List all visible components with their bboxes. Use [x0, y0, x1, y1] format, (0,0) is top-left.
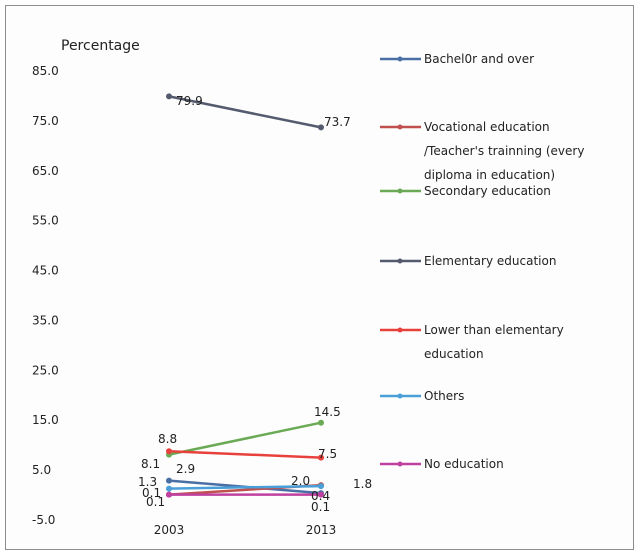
y-tick-label: 25.0	[32, 363, 59, 377]
legend-marker	[397, 327, 403, 333]
data-point	[166, 485, 172, 492]
data-point	[166, 477, 172, 484]
legend-label: education	[424, 347, 484, 361]
data-label: 73.7	[324, 115, 351, 129]
legend-label: Lower than elementary	[424, 323, 564, 337]
y-tick-label: 75.0	[32, 114, 59, 128]
legend-label: diploma in education)	[424, 168, 555, 182]
legend-label: Bachel0r and over	[424, 52, 534, 66]
x-tick-label: 2013	[306, 523, 337, 537]
legend-marker	[397, 258, 403, 264]
y-tick-label: 45.0	[32, 264, 59, 278]
data-point	[166, 93, 172, 100]
data-point	[318, 454, 324, 461]
data-label: 8.8	[158, 432, 177, 446]
series-line-secondary-education	[168, 421, 322, 456]
y-tick-label: 5.0	[32, 463, 51, 477]
legend-marker	[397, 124, 403, 130]
series-line-elementary-education	[168, 95, 322, 129]
legend-label: Elementary education	[424, 254, 556, 268]
y-tick-label: 65.0	[32, 164, 59, 178]
legend-marker	[397, 393, 403, 399]
legend-label: Secondary education	[424, 184, 551, 198]
legend-marker	[397, 56, 403, 62]
y-tick-label: -5.0	[32, 513, 55, 527]
chart-frame: Percentage 85.0 75.0 65.0 55.0 45.0 35.0 25.0 1…	[5, 5, 634, 550]
series-line-others	[168, 484, 322, 490]
data-label: 1.8	[353, 477, 372, 491]
legend-marker	[397, 188, 403, 194]
data-label: 2.0	[291, 474, 310, 488]
y-tick-label: 15.0	[32, 413, 59, 427]
data-point	[318, 483, 324, 490]
legend-label: Others	[424, 389, 464, 403]
legend-label: Vocational education	[424, 120, 550, 134]
data-label: 1.3	[138, 475, 157, 489]
data-label: 2.9	[176, 462, 195, 476]
data-point	[166, 448, 172, 455]
data-label: 8.1	[141, 457, 160, 471]
data-label: 0.1	[146, 495, 165, 509]
series-line-lower-than-elementary-educatio	[168, 449, 322, 459]
data-label: 0.1	[311, 500, 330, 514]
data-point	[318, 419, 324, 426]
data-label: 0.1	[142, 486, 161, 500]
legend-label: /Teacher's trainning (every	[424, 144, 584, 158]
data-label: 79.9	[176, 94, 203, 108]
y-tick-label: 55.0	[32, 214, 59, 228]
data-point	[166, 491, 172, 498]
y-tick-label: 35.0	[32, 313, 59, 327]
data-label: 0.4	[311, 489, 330, 503]
data-point	[318, 124, 324, 131]
legend-marker	[397, 461, 403, 467]
data-label: 14.5	[314, 405, 341, 419]
x-tick-label: 2003	[154, 523, 185, 537]
data-label: 7.5	[318, 447, 337, 461]
data-point	[318, 491, 324, 498]
y-axis-title: Percentage	[61, 38, 140, 54]
y-tick-label: 85.0	[32, 64, 59, 78]
line-chart: Percentage 85.0 75.0 65.0 55.0 45.0 35.0 25.0 1…	[32, 38, 584, 537]
legend-label: No education	[424, 457, 504, 471]
